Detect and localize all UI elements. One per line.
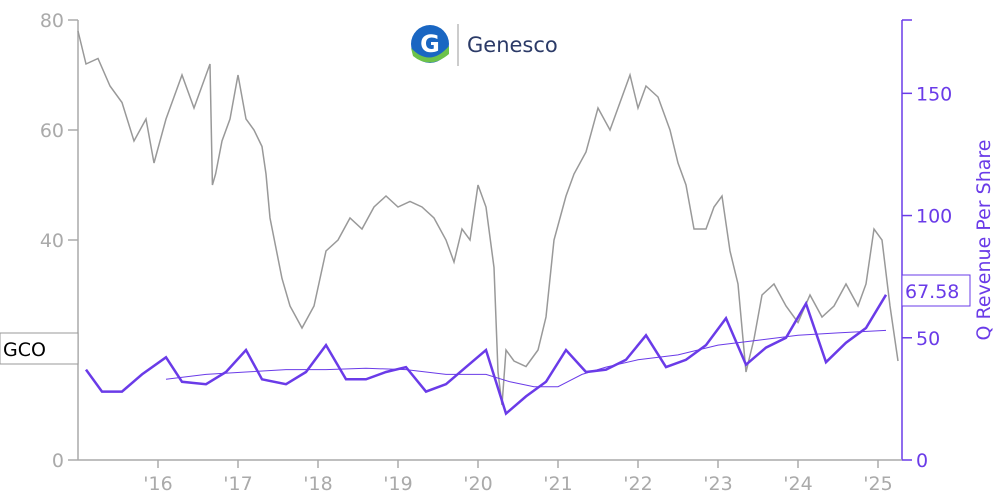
x-axis: '16 '17 '18 '19 '20 '21 '22 '23 '24 '25 (78, 459, 902, 495)
x-tick-label: '24 (783, 473, 812, 495)
left-tick-label: 80 (40, 10, 64, 32)
left-axis: 020406080 (40, 10, 79, 472)
x-tick-label: '21 (543, 473, 572, 495)
ticker-label-text: GCO (3, 339, 46, 361)
x-tick-label: '16 (143, 473, 172, 495)
logo-swoosh-icon (411, 46, 449, 63)
x-tick-label: '20 (463, 473, 492, 495)
x-tick-label: '23 (703, 473, 732, 495)
logo-circle-icon (411, 25, 449, 63)
right-tick-label: 50 (916, 328, 940, 350)
genesco-logo: G Genesco (411, 24, 558, 66)
x-tick-label: '25 (863, 473, 892, 495)
x-tick-label: '17 (223, 473, 252, 495)
x-tick-label: '22 (623, 473, 652, 495)
right-axis-label: Q Revenue Per Share (973, 140, 995, 341)
x-tick-label: '19 (383, 473, 412, 495)
last-value-text: 67.58 (905, 281, 959, 303)
left-tick-label: 0 (52, 450, 64, 472)
left-tick-label: 40 (40, 230, 64, 252)
brand-name: Genesco (467, 33, 558, 57)
ticker-label-box (0, 332, 79, 365)
last-value-label: 67.58 (901, 274, 971, 307)
right-tick-label: 100 (916, 206, 952, 228)
series-revenue-avg-line (165, 329, 887, 388)
series-price-line (77, 30, 899, 406)
series-revenue-line (84, 294, 888, 416)
ticker-label: GCO (0, 332, 79, 365)
left-tick-label: 60 (40, 120, 64, 142)
right-axis: 0 50 100 150 (901, 19, 952, 472)
logo-g-glyph: G (420, 30, 440, 58)
last-value-box (901, 274, 971, 307)
right-tick-label: 150 (916, 83, 952, 105)
x-tick-label: '18 (303, 473, 332, 495)
right-tick-label: 0 (916, 450, 928, 472)
